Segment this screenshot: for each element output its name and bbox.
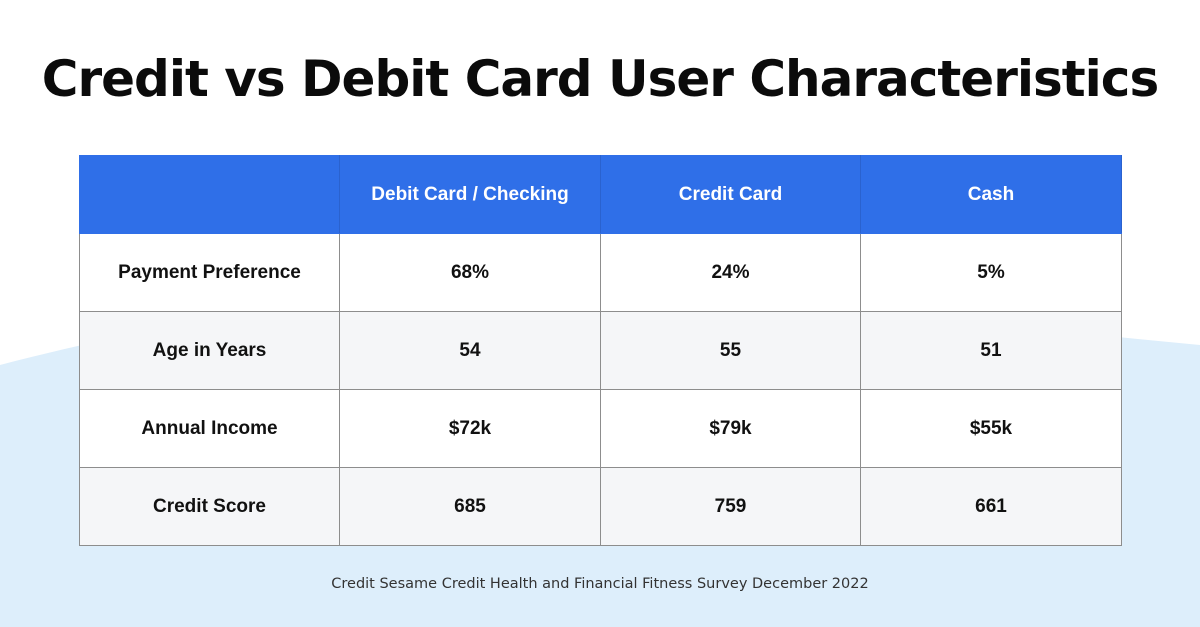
table-cell: $79k xyxy=(600,389,861,468)
column-header-cash: Cash xyxy=(860,155,1122,234)
table-cell: 51 xyxy=(860,311,1122,390)
source-note: Credit Sesame Credit Health and Financia… xyxy=(331,576,869,592)
column-header-credit-card: Credit Card xyxy=(600,155,861,234)
table-header: Debit Card / Checking Credit Card Cash xyxy=(79,155,1122,234)
row-label-credit-score: Credit Score xyxy=(79,467,340,546)
row-label-payment-preference: Payment Preference xyxy=(79,233,340,312)
comparison-table: Debit Card / Checking Credit Card Cash P… xyxy=(79,155,1122,546)
table-cell: 5% xyxy=(860,233,1122,312)
table-row: Credit Score 685 759 661 xyxy=(79,467,1122,546)
table-row: Age in Years 54 55 51 xyxy=(79,311,1122,390)
table-row: Annual Income $72k $79k $55k xyxy=(79,389,1122,468)
table-cell: $55k xyxy=(860,389,1122,468)
table-cell: 661 xyxy=(860,467,1122,546)
table-header-row: Debit Card / Checking Credit Card Cash xyxy=(79,155,1122,234)
table-corner-cell xyxy=(79,155,340,234)
table-row: Payment Preference 68% 24% 5% xyxy=(79,233,1122,312)
table-cell: 55 xyxy=(600,311,861,390)
comparison-table-container: Debit Card / Checking Credit Card Cash P… xyxy=(79,155,1122,546)
table-body: Payment Preference 68% 24% 5% Age in Yea… xyxy=(79,233,1122,546)
table-cell: 24% xyxy=(600,233,861,312)
row-label-age-in-years: Age in Years xyxy=(79,311,340,390)
table-cell: $72k xyxy=(339,389,601,468)
row-label-annual-income: Annual Income xyxy=(79,389,340,468)
column-header-debit-card: Debit Card / Checking xyxy=(339,155,601,234)
table-cell: 54 xyxy=(339,311,601,390)
table-cell: 68% xyxy=(339,233,601,312)
table-cell: 759 xyxy=(600,467,861,546)
table-cell: 685 xyxy=(339,467,601,546)
page-title: Credit vs Debit Card User Characteristic… xyxy=(41,50,1159,108)
